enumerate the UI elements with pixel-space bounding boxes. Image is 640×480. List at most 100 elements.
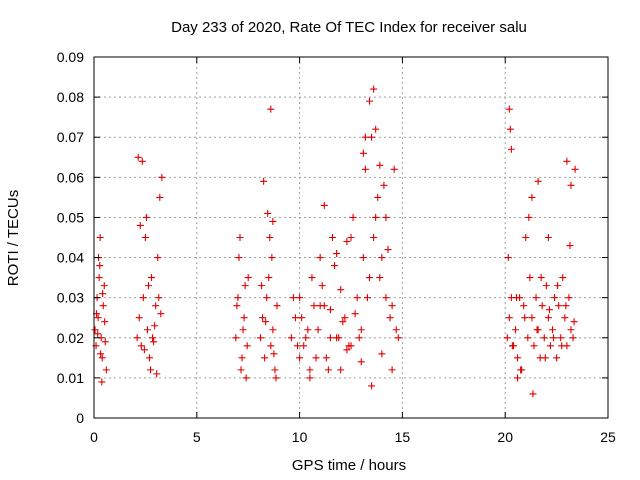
data-point xyxy=(141,234,149,241)
data-point xyxy=(533,326,541,334)
data-point xyxy=(542,282,550,290)
data-point xyxy=(540,334,548,342)
data-point xyxy=(150,338,158,346)
data-point xyxy=(300,342,308,350)
data-point xyxy=(257,334,265,342)
data-point xyxy=(388,366,396,374)
data-point xyxy=(101,338,109,346)
data-point xyxy=(546,342,554,350)
data-point xyxy=(318,282,326,290)
data-point xyxy=(570,318,578,326)
x-tick-label: 0 xyxy=(90,429,98,445)
data-point xyxy=(244,274,252,282)
data-point xyxy=(394,334,402,342)
data-point xyxy=(272,374,280,382)
plot-frame xyxy=(93,56,609,419)
data-point xyxy=(366,274,374,282)
data-point xyxy=(343,346,351,354)
data-point xyxy=(243,342,251,350)
data-point xyxy=(566,242,574,250)
data-point xyxy=(296,294,304,302)
data-point xyxy=(380,181,388,189)
y-tick-label: 0 xyxy=(76,410,84,426)
data-point xyxy=(378,254,386,262)
data-point xyxy=(522,234,530,241)
data-point xyxy=(298,314,306,322)
data-point xyxy=(526,274,534,282)
data-point xyxy=(554,282,562,290)
data-point xyxy=(366,97,374,105)
data-point xyxy=(99,302,107,310)
data-point xyxy=(524,334,532,342)
data-point xyxy=(565,294,573,302)
data-point xyxy=(294,342,302,350)
data-point xyxy=(370,85,378,93)
data-point xyxy=(541,354,549,362)
data-point xyxy=(544,314,552,322)
x-tick-label: 20 xyxy=(497,429,513,445)
y-tick-label: 0.06 xyxy=(57,169,84,185)
data-point xyxy=(557,334,565,342)
x-axis-title: GPS time / hours xyxy=(292,457,406,474)
data-point xyxy=(567,181,575,189)
data-point xyxy=(529,390,537,398)
data-point xyxy=(347,342,355,350)
data-point xyxy=(571,165,579,173)
grid-lines xyxy=(94,57,608,418)
data-point xyxy=(361,133,369,141)
data-point xyxy=(137,342,145,350)
data-point xyxy=(158,173,166,181)
data-point xyxy=(232,334,240,342)
data-point xyxy=(287,334,295,342)
data-point xyxy=(538,302,546,310)
x-tick-label: 25 xyxy=(600,429,616,445)
data-point xyxy=(138,157,146,165)
data-point xyxy=(258,282,266,290)
data-point xyxy=(553,354,561,362)
data-point xyxy=(349,213,357,221)
data-point xyxy=(156,193,164,201)
data-point xyxy=(505,314,513,322)
data-point xyxy=(368,382,376,390)
data-point xyxy=(506,125,514,133)
data-point xyxy=(513,294,521,302)
data-point xyxy=(302,334,310,342)
data-point xyxy=(101,318,109,326)
data-point xyxy=(143,326,151,334)
data-point xyxy=(263,294,271,302)
data-point xyxy=(532,294,540,302)
data-point xyxy=(134,153,142,161)
data-point xyxy=(269,217,277,225)
y-tick-label: 0.08 xyxy=(57,89,84,105)
data-point xyxy=(339,318,347,326)
y-axis-title: ROTI / TECUs xyxy=(5,190,22,286)
x-tick-label: 10 xyxy=(292,429,308,445)
data-point xyxy=(140,346,148,354)
y-tick-label: 0.04 xyxy=(57,250,84,266)
data-point xyxy=(567,326,575,334)
data-point xyxy=(154,254,162,262)
data-point xyxy=(291,314,299,322)
data-point xyxy=(269,326,277,334)
data-point xyxy=(233,302,241,310)
data-point xyxy=(260,177,268,185)
data-point xyxy=(507,145,515,153)
data-point xyxy=(149,334,157,342)
data-point xyxy=(139,294,147,302)
data-point xyxy=(100,282,108,290)
data-point xyxy=(331,262,339,270)
data-point xyxy=(262,318,270,326)
data-point xyxy=(514,354,522,362)
data-point xyxy=(504,254,512,262)
data-point xyxy=(153,370,161,378)
data-point xyxy=(503,334,511,342)
data-point xyxy=(363,294,371,302)
data-point xyxy=(382,213,390,221)
data-point xyxy=(270,350,278,358)
data-point xyxy=(347,234,355,241)
data-point xyxy=(94,330,102,338)
data-point xyxy=(240,314,248,322)
data-point xyxy=(241,282,249,290)
data-point xyxy=(357,326,365,334)
